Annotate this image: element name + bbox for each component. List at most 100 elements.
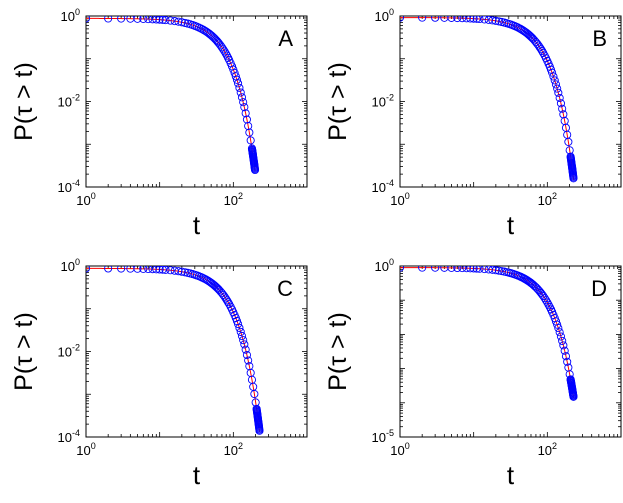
data-point (540, 294, 549, 303)
y-tick-label: 10-2 (58, 343, 80, 360)
data-point (220, 47, 229, 56)
axes-box (85, 15, 308, 188)
fit-line (400, 267, 575, 398)
data-point (236, 327, 245, 336)
data-point (174, 17, 183, 26)
data-point (472, 266, 481, 273)
data-point (559, 341, 568, 350)
data-point (155, 266, 164, 274)
data-point (104, 266, 113, 273)
data-point (234, 319, 243, 329)
data-point (469, 16, 478, 23)
data-point (551, 80, 561, 89)
data-point (418, 16, 427, 22)
y-tick-label: 100 (375, 7, 394, 24)
data-point (144, 266, 153, 274)
data-point (539, 291, 548, 301)
data-point (239, 98, 248, 107)
data-point (245, 128, 254, 137)
data-point (554, 324, 563, 333)
data-point (222, 51, 232, 60)
plot-area (400, 266, 578, 401)
data-point (250, 165, 260, 175)
data-point (236, 88, 245, 97)
data-point (400, 16, 405, 22)
y-tick-label: 10-4 (58, 428, 80, 445)
data-point (239, 336, 248, 345)
data-point (466, 266, 475, 273)
data-point (488, 16, 497, 25)
data-point (235, 83, 244, 92)
y-tick-label: 10-4 (372, 178, 394, 195)
data-point (221, 49, 230, 58)
data-point (104, 16, 113, 23)
data-point (139, 16, 148, 23)
x-axis-label: t (193, 460, 201, 490)
data-point (544, 300, 553, 309)
data-point (469, 266, 478, 273)
data-point (246, 136, 255, 145)
data-point (139, 266, 148, 273)
y-tick-label: 10-4 (58, 178, 80, 195)
data-point (538, 46, 547, 56)
data-point (158, 266, 167, 274)
data-point (491, 266, 500, 275)
data-point (569, 174, 578, 183)
data-point (554, 88, 563, 97)
data-point (117, 16, 126, 23)
data-point (494, 266, 503, 275)
panel-b: 100 102 100 10-2 10-4 t P(τ > t) B (324, 7, 622, 240)
fit-line (86, 17, 256, 172)
data-point (472, 16, 481, 23)
data-point (244, 121, 253, 131)
data-point (550, 76, 559, 85)
data-point (558, 104, 567, 113)
data-point (255, 426, 264, 435)
data-point (86, 266, 91, 273)
y-axis-label: P(τ > t) (10, 312, 38, 391)
data-point (174, 267, 183, 276)
data-point (234, 79, 243, 88)
data-point (553, 320, 562, 329)
data-point (117, 266, 126, 273)
data-point (555, 93, 564, 103)
y-tick-label: 100 (61, 7, 80, 24)
data-point (158, 16, 167, 24)
y-tick-label: 100 (61, 257, 80, 274)
x-tick-label: 102 (538, 441, 557, 458)
data-point (475, 266, 484, 273)
data-point (224, 298, 233, 307)
data-point (133, 16, 142, 23)
data-point (232, 75, 242, 84)
x-tick-label: 102 (538, 191, 557, 208)
data-point (133, 266, 142, 273)
axes-box (399, 265, 622, 438)
data-point (235, 323, 244, 332)
x-tick-label: 100 (76, 441, 95, 458)
data-point (466, 16, 475, 23)
x-axis-label: t (193, 210, 201, 240)
x-tick-label: 102 (224, 191, 243, 208)
data-point (219, 45, 228, 54)
data-point (558, 336, 567, 345)
data-point (240, 340, 249, 349)
data-point (244, 356, 253, 365)
data-point (529, 280, 538, 289)
data-point (418, 266, 427, 272)
data-point (555, 328, 564, 337)
y-tick-label: 10-2 (58, 93, 80, 110)
data-point (541, 296, 551, 305)
data-point (480, 16, 489, 24)
panel-label: D (591, 276, 607, 301)
plot-area (86, 16, 260, 175)
data-point (400, 266, 405, 272)
x-tick-label: 100 (390, 441, 409, 458)
data-point (548, 68, 557, 77)
data-point (475, 16, 484, 24)
x-tick-label: 102 (224, 441, 243, 458)
data-point (217, 43, 226, 52)
panel-c: 100 102 100 10-2 10-4 t P(τ > t) C (10, 257, 308, 490)
y-axis-label: P(τ > t) (10, 62, 38, 141)
